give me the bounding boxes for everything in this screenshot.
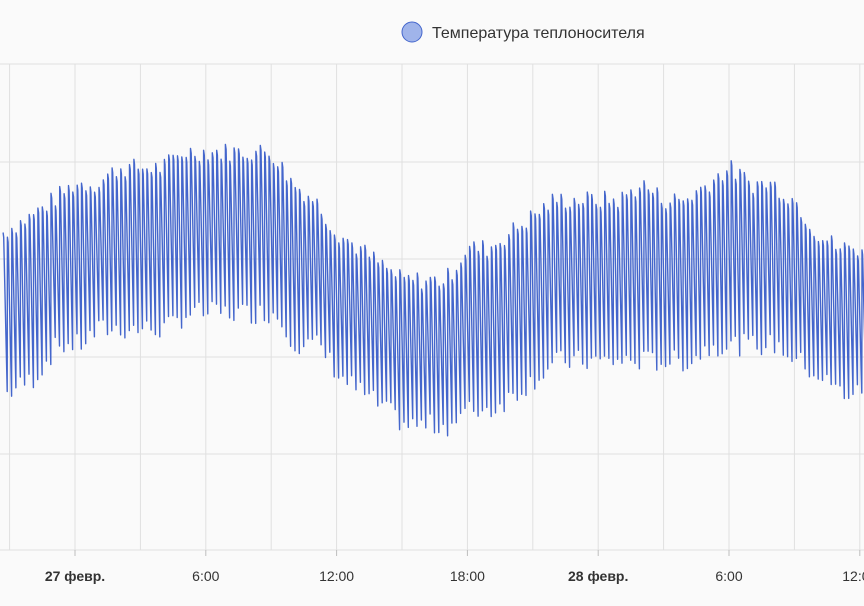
legend-marker[interactable] <box>401 21 423 43</box>
x-tick-label: 12:00 <box>319 568 354 584</box>
x-tick-label: 27 февр. <box>45 568 105 584</box>
x-tick-label: 18:00 <box>450 568 485 584</box>
x-tick-label: 6:00 <box>715 568 742 584</box>
x-tick-label: 28 февр. <box>568 568 628 584</box>
x-tick-label: 6:00 <box>192 568 219 584</box>
legend-label[interactable]: Температура теплоносителя <box>432 25 645 42</box>
series-layer <box>2 143 864 437</box>
x-axis: 27 февр. 6:00 12:00 18:00 28 февр. 6:00 12:00 <box>45 550 864 584</box>
legend[interactable]: Температура теплоносителя <box>401 21 645 43</box>
series-line-temperature[interactable] <box>2 143 864 437</box>
x-tick-label: 12:00 <box>842 568 864 584</box>
